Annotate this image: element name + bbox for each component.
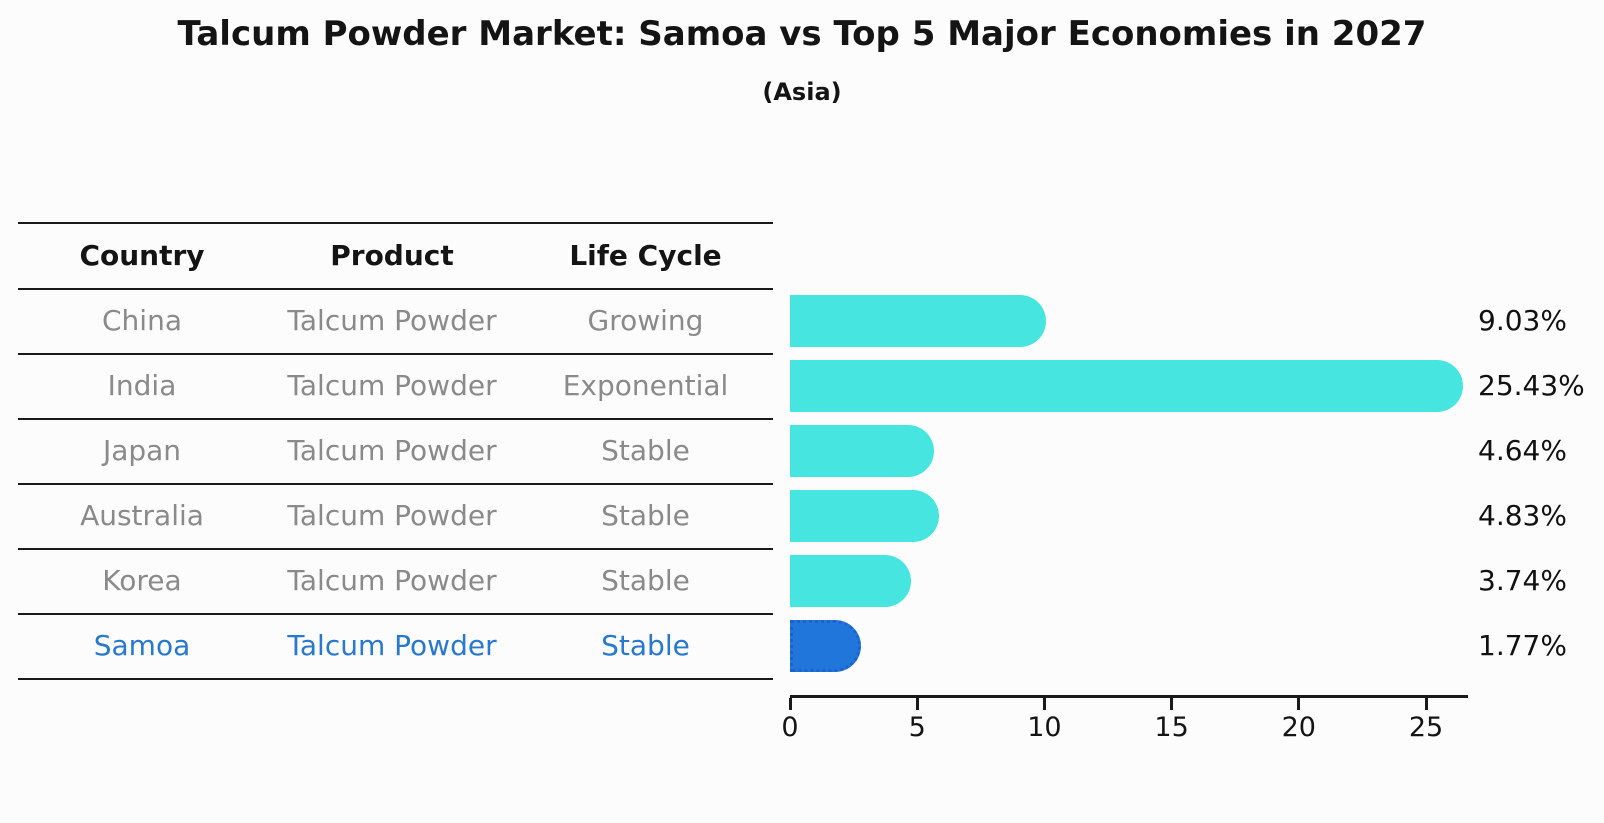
table-rule (18, 483, 773, 485)
value-label-india: 25.43% (1478, 368, 1585, 402)
table-cell-product: Talcum Powder (287, 629, 497, 662)
value-label-korea: 3.74% (1478, 563, 1567, 597)
x-tick-mark-25 (1424, 698, 1428, 710)
table-rule (18, 678, 773, 680)
table-cell-life-cycle: Exponential (562, 369, 729, 402)
table-cell-life-cycle: Stable (601, 434, 690, 467)
table-cell-life-cycle: Stable (601, 629, 690, 662)
table-cell-country: Japan (102, 434, 182, 467)
table-rule (18, 613, 773, 615)
x-tick-mark-0 (788, 698, 792, 710)
table-cell-product: Talcum Powder (287, 369, 497, 402)
table-cell-country: Samoa (93, 629, 191, 662)
table-rule (18, 548, 773, 550)
table-cell-country: China (102, 304, 182, 337)
bar-china (790, 294, 1046, 347)
table-cell-product: Talcum Powder (287, 434, 497, 467)
table-cell-product: Talcum Powder (287, 564, 497, 597)
chart-subtitle: (Asia) (762, 78, 842, 106)
table-rule (18, 288, 773, 290)
table-row-japan: Japan Talcum Powder Stable (18, 418, 773, 483)
table-cell-country: Korea (102, 564, 182, 597)
table-cell-life-cycle: Growing (587, 304, 704, 337)
table-header-row: Country Product Life Cycle (18, 222, 773, 288)
table-row-australia: Australia Talcum Powder Stable (18, 483, 773, 548)
x-axis-line (790, 695, 1468, 698)
value-label-china: 9.03% (1478, 303, 1567, 337)
table-cell-country: Australia (80, 499, 204, 532)
x-tick-label-5: 5 (908, 712, 926, 743)
x-tick-label-25: 25 (1408, 712, 1444, 743)
table-rule (18, 353, 773, 355)
bar-samoa (790, 619, 862, 672)
x-tick-label-15: 15 (1154, 712, 1189, 743)
x-tick-mark-10 (1042, 698, 1046, 710)
bar-japan (790, 424, 935, 477)
column-header-product: Product (330, 238, 454, 272)
x-tick-mark-5 (915, 698, 919, 710)
bar-korea (790, 554, 912, 607)
value-label-samoa: 1.77% (1478, 628, 1567, 662)
table-rule (18, 222, 773, 224)
table-row-india: India Talcum Powder Exponential (18, 353, 773, 418)
value-label-japan: 4.64% (1478, 433, 1567, 467)
table-row-korea: Korea Talcum Powder Stable (18, 548, 773, 613)
table-cell-country: India (107, 369, 177, 402)
table-cell-product: Talcum Powder (287, 499, 497, 532)
chart-title: Talcum Powder Market: Samoa vs Top 5 Maj… (177, 14, 1427, 54)
x-tick-label-0: 0 (781, 712, 799, 743)
table-rule (18, 418, 773, 420)
x-tick-mark-15 (1170, 698, 1174, 710)
column-header-country: Country (79, 238, 205, 272)
value-label-australia: 4.83% (1478, 498, 1567, 532)
table-row-samoa: Samoa Talcum Powder Stable (18, 613, 773, 678)
table-row-china: China Talcum Powder Growing (18, 288, 773, 353)
table-cell-life-cycle: Stable (601, 499, 690, 532)
x-tick-label-10: 10 (1027, 712, 1062, 743)
x-tick-mark-20 (1297, 698, 1301, 710)
bar-india (790, 359, 1463, 412)
x-tick-label-20: 20 (1281, 712, 1316, 743)
table-cell-life-cycle: Stable (601, 564, 690, 597)
table-cell-product: Talcum Powder (287, 304, 497, 337)
bar-australia (790, 489, 939, 542)
column-header-life-cycle: Life Cycle (569, 238, 722, 272)
